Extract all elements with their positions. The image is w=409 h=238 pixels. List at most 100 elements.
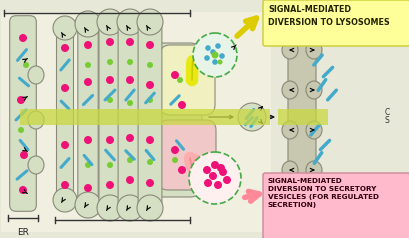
Circle shape xyxy=(127,157,133,163)
Circle shape xyxy=(216,164,225,172)
Circle shape xyxy=(172,157,178,163)
Circle shape xyxy=(171,146,179,154)
Ellipse shape xyxy=(75,192,101,218)
FancyBboxPatch shape xyxy=(1,12,270,232)
Circle shape xyxy=(204,55,209,61)
Circle shape xyxy=(19,186,27,194)
Ellipse shape xyxy=(28,111,44,129)
Circle shape xyxy=(107,59,113,65)
Ellipse shape xyxy=(305,121,321,139)
Circle shape xyxy=(61,141,69,149)
FancyBboxPatch shape xyxy=(157,120,216,190)
Circle shape xyxy=(146,41,154,49)
Circle shape xyxy=(147,62,153,68)
Circle shape xyxy=(19,34,27,42)
Circle shape xyxy=(211,51,218,59)
Circle shape xyxy=(178,166,186,174)
FancyBboxPatch shape xyxy=(277,109,327,125)
Circle shape xyxy=(126,176,134,184)
Text: SIGNAL-MEDIATED
DIVERSION TO SECRETORY
VESICLES (FOR REGULATED
SECRETION): SIGNAL-MEDIATED DIVERSION TO SECRETORY V… xyxy=(267,178,378,208)
Circle shape xyxy=(219,53,224,59)
Circle shape xyxy=(213,181,221,189)
Circle shape xyxy=(107,97,113,103)
Circle shape xyxy=(212,59,217,65)
FancyBboxPatch shape xyxy=(138,17,162,213)
FancyBboxPatch shape xyxy=(160,45,214,115)
Circle shape xyxy=(106,76,114,84)
Circle shape xyxy=(178,101,186,109)
Circle shape xyxy=(215,43,220,49)
Circle shape xyxy=(146,81,154,89)
FancyBboxPatch shape xyxy=(287,9,315,221)
FancyBboxPatch shape xyxy=(262,173,409,238)
Ellipse shape xyxy=(117,195,143,221)
FancyBboxPatch shape xyxy=(78,20,98,209)
Circle shape xyxy=(211,161,218,169)
Ellipse shape xyxy=(305,81,321,99)
Ellipse shape xyxy=(53,188,77,212)
Ellipse shape xyxy=(53,16,77,40)
Circle shape xyxy=(146,136,154,144)
FancyBboxPatch shape xyxy=(10,16,36,211)
Circle shape xyxy=(84,41,92,49)
FancyBboxPatch shape xyxy=(118,17,142,213)
Ellipse shape xyxy=(281,161,297,179)
Circle shape xyxy=(85,162,91,168)
Circle shape xyxy=(23,62,29,68)
Ellipse shape xyxy=(97,195,123,221)
Ellipse shape xyxy=(97,9,123,35)
Circle shape xyxy=(146,179,154,187)
Ellipse shape xyxy=(305,161,321,179)
Circle shape xyxy=(61,181,69,189)
Circle shape xyxy=(193,33,236,77)
Circle shape xyxy=(204,45,210,51)
Circle shape xyxy=(106,38,114,46)
FancyBboxPatch shape xyxy=(99,17,121,213)
Circle shape xyxy=(126,76,134,84)
Circle shape xyxy=(126,38,134,46)
Text: C: C xyxy=(384,109,389,118)
Circle shape xyxy=(171,71,179,79)
Circle shape xyxy=(127,59,133,65)
Circle shape xyxy=(61,44,69,52)
Ellipse shape xyxy=(137,9,163,35)
Ellipse shape xyxy=(75,11,101,37)
FancyBboxPatch shape xyxy=(262,0,409,46)
Circle shape xyxy=(107,162,113,168)
Circle shape xyxy=(84,184,92,192)
Text: S: S xyxy=(384,116,389,125)
Circle shape xyxy=(147,159,153,165)
Text: ER: ER xyxy=(17,228,29,237)
Circle shape xyxy=(17,96,25,104)
Circle shape xyxy=(18,127,24,133)
FancyBboxPatch shape xyxy=(150,43,202,197)
Circle shape xyxy=(127,100,133,106)
Circle shape xyxy=(20,151,28,159)
Ellipse shape xyxy=(281,121,297,139)
Circle shape xyxy=(204,179,211,187)
Ellipse shape xyxy=(281,41,297,59)
Text: SIGNAL-MEDIATED
DIVERSION TO LYSOSOMES: SIGNAL-MEDIATED DIVERSION TO LYSOSOMES xyxy=(267,5,389,26)
FancyBboxPatch shape xyxy=(20,109,270,125)
Circle shape xyxy=(209,172,216,180)
Circle shape xyxy=(61,84,69,92)
Circle shape xyxy=(84,136,92,144)
Circle shape xyxy=(217,60,222,64)
Ellipse shape xyxy=(305,41,321,59)
Circle shape xyxy=(85,62,91,68)
Circle shape xyxy=(210,49,215,55)
Circle shape xyxy=(84,78,92,86)
Ellipse shape xyxy=(28,66,44,84)
FancyBboxPatch shape xyxy=(56,25,73,203)
Circle shape xyxy=(189,152,240,204)
Circle shape xyxy=(147,97,153,103)
Circle shape xyxy=(237,103,265,131)
Circle shape xyxy=(177,77,182,83)
Circle shape xyxy=(126,134,134,142)
Ellipse shape xyxy=(137,195,163,221)
Ellipse shape xyxy=(117,9,143,35)
Circle shape xyxy=(106,181,114,189)
Circle shape xyxy=(202,166,211,174)
Circle shape xyxy=(218,168,227,176)
Circle shape xyxy=(106,136,114,144)
